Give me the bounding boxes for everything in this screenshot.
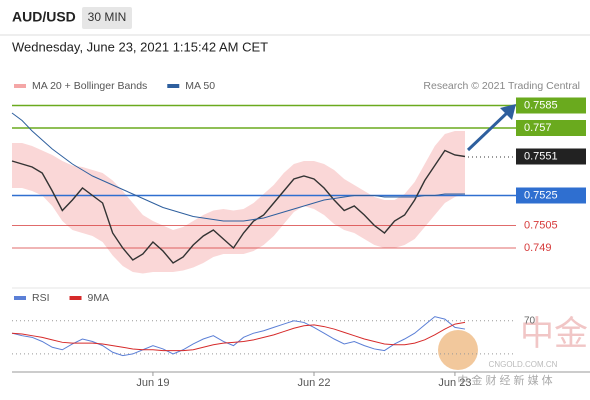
timeframe: 30 MIN xyxy=(88,10,127,24)
legend-swatch xyxy=(14,296,26,300)
legend-label: RSI xyxy=(32,292,50,304)
y-tick-label: 70 xyxy=(524,315,536,326)
series-line xyxy=(11,149,466,264)
level-box xyxy=(516,187,586,204)
x-tick-label: Jun 23 xyxy=(438,377,471,389)
x-tick-label: Jun 19 xyxy=(136,377,169,389)
bollinger-band xyxy=(12,131,465,274)
legend-label: MA 20 + Bollinger Bands xyxy=(32,80,147,92)
watermark-site: CNGOLD.COM.CN xyxy=(489,360,558,369)
series-line xyxy=(11,321,466,352)
level-box xyxy=(516,148,586,165)
credit: Research © 2021 Trading Central xyxy=(423,80,580,92)
timeframe-box xyxy=(82,7,132,29)
forecast-arrow xyxy=(466,110,510,152)
series-line xyxy=(11,112,465,222)
level-box xyxy=(516,97,586,114)
symbol: AUD/USD xyxy=(12,9,76,25)
arrow-head xyxy=(500,104,516,120)
legend-swatch xyxy=(167,84,180,88)
level-label: 0.7585 xyxy=(524,99,558,111)
level-label: 0.7525 xyxy=(524,189,558,201)
legend-label: 9MA xyxy=(88,292,110,304)
level-box xyxy=(516,120,586,136)
watermark-tagline: 中 金 财 经 新 媒 体 xyxy=(457,373,552,387)
watermark-brand: 中金网 xyxy=(520,315,590,353)
level-label: 0.749 xyxy=(524,242,552,254)
legend-label: MA 50 xyxy=(185,80,215,92)
legend-swatch xyxy=(69,296,82,300)
legend-swatch xyxy=(14,84,26,88)
x-tick-label: Jun 22 xyxy=(297,377,330,389)
level-label: 0.7551 xyxy=(524,150,558,162)
level-label: 0.757 xyxy=(524,122,552,134)
level-label: 0.7505 xyxy=(524,219,558,231)
watermark-logo xyxy=(438,330,478,370)
date: Wednesday, June 23, 2021 1:15:42 AM CET xyxy=(12,39,268,54)
